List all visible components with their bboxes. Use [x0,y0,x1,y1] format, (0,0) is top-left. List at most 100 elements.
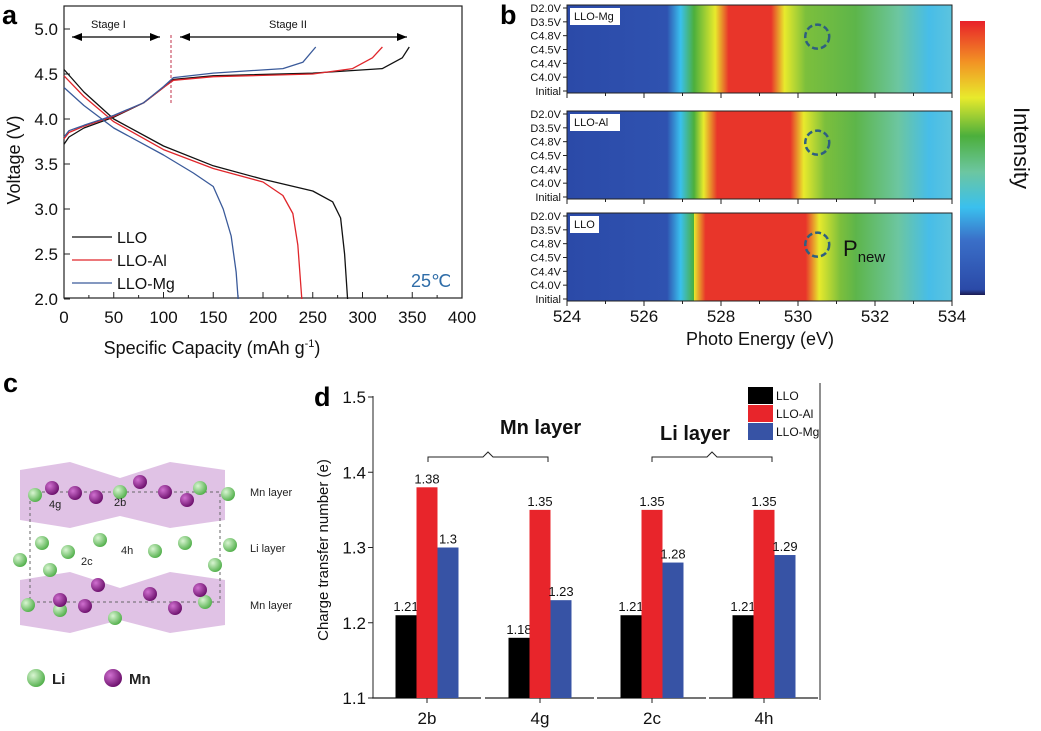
bar-llo-mg-2c [662,562,684,698]
legend-label-llo-mg: LLO-Mg [776,425,819,439]
x-axis-label-b: Photo Energy (eV) [686,329,834,349]
curve-llo-discharge [63,69,349,300]
mn-atom [53,593,67,607]
temperature-label: 25℃ [411,271,451,291]
heatmap-label: LLO-Al [574,117,608,129]
x-tick-label-d: 2b [418,709,437,728]
legend-swatch-llo-al [748,405,773,422]
bar-value-label: 1.23 [548,584,573,599]
y-tick-label-d: 1.4 [342,463,366,482]
bar-llo-mg-2b [437,547,459,698]
x-tick-label-a: 300 [348,308,376,327]
stage1-arrowheads [72,33,160,41]
row-label: Initial [535,192,561,204]
panel-d: d 1.1 1.2 1.3 1.4 1.5 2b 4g 2c 4h 1.21 1.38 1.3 1.1… [314,382,821,728]
x-tick-label-b: 526 [630,307,658,326]
panel-label-a: a [2,0,18,30]
mn-atom [91,578,105,592]
legend-label-llo-al: LLO-Al [117,253,167,270]
li-atom [13,553,27,567]
li-atom [198,595,212,609]
site-label: 4g [49,499,61,511]
y-tick-label-a: 4.5 [34,65,58,84]
y-tick-label-a: 2.0 [34,290,58,309]
row-label: C4.0V [530,178,561,190]
mn-atom [168,601,182,615]
x-tick-label-b: 530 [784,307,812,326]
stage1-label: Stage I [91,19,126,31]
bar-value-label: 1.29 [772,539,797,554]
x-axis-label-a: Specific Capacity (mAh g-1) [104,338,321,358]
mn-atom [193,583,207,597]
x-tick-label-a: 0 [59,308,68,327]
layer-label: Mn layer [250,487,293,499]
x-tick-label-a: 200 [249,308,277,327]
bar-llo-al-4h [753,509,775,698]
bar-value-label: 1.21 [618,599,643,614]
li-atom [193,481,207,495]
x-tick-label-b: 528 [707,307,735,326]
bar-value-label: 1.35 [639,494,664,509]
heatmap-llo-al [566,110,953,200]
row-label: C4.8V [530,31,561,43]
row-label: D3.5V [530,225,561,237]
row-label: C4.0V [530,280,561,292]
mn-legend-marker [104,669,122,687]
li-atom [108,611,122,625]
x-tick-label-a: 100 [149,308,177,327]
panel-label-c: c [3,368,18,398]
li-atom [21,598,35,612]
heatmap-label-box [570,216,599,233]
row-label: C4.8V [530,137,561,149]
x-tick-label-a: 400 [448,308,476,327]
heatmap-label: LLO [574,219,595,231]
row-label: C4.4V [530,266,561,278]
x-tick-label-b: 534 [938,307,966,326]
panel-b: b LLO-MgD2.0VD3.5VC4.8VC4.5VC4.4VC4.0VIn… [500,0,1034,349]
row-label: D2.0V [530,109,561,121]
row-label: D3.5V [530,17,561,29]
y-tick-label-a: 3.0 [34,200,58,219]
mn-atom [89,490,103,504]
bar-llo-al-2c [641,509,663,698]
bar-llo-mg-4h [774,555,796,698]
mn-layer-label: Mn layer [500,417,581,439]
curve-llo-mg-charge [63,46,317,138]
heatmap-llo-mg [566,4,953,94]
bar-value-label: 1.35 [751,494,776,509]
bar-value-label: 1.28 [660,547,685,562]
x-tick-label-b: 532 [861,307,889,326]
legend-swatch-llo-mg [748,423,773,440]
row-label: C4.4V [530,164,561,176]
colorbar-label: Intensity [1009,107,1034,189]
x-tick-label-b: 524 [553,307,581,326]
mn-atom [143,587,157,601]
legend-a: LLO LLO-Al LLO-Mg [72,230,175,293]
bar-value-label: 1.21 [393,599,418,614]
li-legend-label: Li [52,671,65,688]
li-atom [35,536,49,550]
li-atom [113,485,127,499]
li-atom [221,487,235,501]
curve-llo-al-charge [63,46,383,140]
li-atom [93,533,107,547]
stage2-label: Stage II [269,19,307,31]
legend-d: LLO LLO-Al LLO-Mg [748,387,819,440]
bar-value-label: 1.18 [506,622,531,637]
heatmap-label: LLO-Mg [574,11,614,23]
heatmap-llo [566,212,953,302]
li-layer-brace [651,451,773,462]
row-label: C4.8V [530,239,561,251]
x-tick-label-a: 350 [398,308,426,327]
y-tick-label-a: 3.5 [34,155,58,174]
colorbar [960,21,985,295]
legend-label-llo-mg: LLO-Mg [117,276,175,293]
legend-swatch-llo [748,387,773,404]
row-label: C4.5V [530,253,561,265]
pnew-circle [804,129,831,156]
y-tick-label-a: 2.5 [34,245,58,264]
y-axis-label-a: Voltage (V) [4,115,24,204]
mn-atom [78,599,92,613]
